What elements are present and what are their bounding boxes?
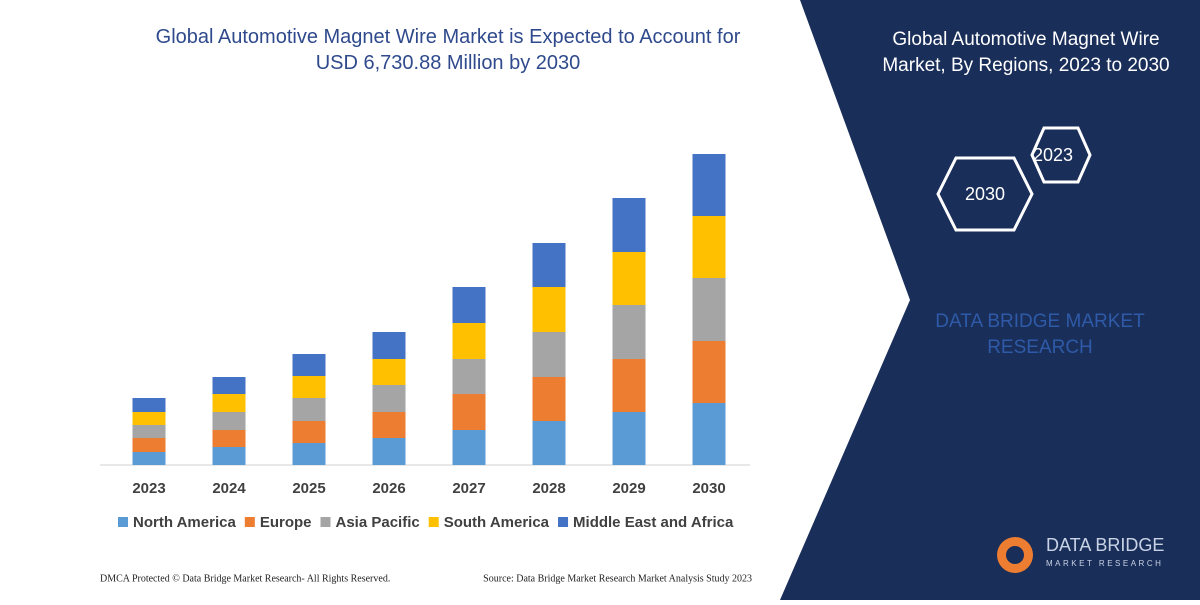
legend-swatch — [320, 517, 331, 527]
bar-segment — [452, 359, 486, 394]
bar-segment — [372, 359, 406, 385]
bar-segment — [692, 341, 726, 403]
bar-segment — [612, 412, 646, 465]
bar-segment — [132, 412, 166, 425]
bar-segment — [692, 278, 726, 341]
legend-swatch — [118, 517, 128, 527]
side-panel — [780, 0, 1200, 600]
bar-segment — [292, 398, 326, 421]
x-tick-label: 2027 — [452, 480, 485, 497]
bar-segment — [212, 430, 246, 447]
hexagon — [1030, 126, 1092, 184]
bar-segment — [372, 332, 406, 359]
bar-segment — [452, 394, 486, 430]
x-tick-label: 2026 — [372, 480, 405, 497]
x-tick-label: 2028 — [532, 480, 565, 497]
bar-segment — [692, 403, 726, 465]
bar-segment — [452, 323, 486, 359]
bar-segment — [132, 438, 166, 452]
bar-segment — [612, 252, 646, 305]
legend-label: South America — [444, 514, 550, 531]
bar-segment — [532, 243, 566, 287]
bar-segment — [372, 438, 406, 465]
bar-segment — [452, 430, 486, 465]
legend-swatch — [428, 517, 439, 527]
hexagon — [936, 156, 1034, 232]
bar-segment — [292, 376, 326, 398]
brand-text: DATA BRIDGE MARKET RESEARCH — [935, 311, 1145, 358]
x-tick-label: 2023 — [132, 480, 165, 497]
bar-segment — [132, 398, 166, 412]
bar-segment — [532, 287, 566, 332]
bar-segment — [212, 394, 246, 412]
x-tick-label: 2025 — [292, 480, 325, 497]
panel-title: Global Automotive Magnet Wire Market, By … — [882, 29, 1169, 76]
x-tick-label: 2029 — [612, 480, 645, 497]
bar-segment — [292, 421, 326, 443]
bar-segment — [612, 305, 646, 359]
bar-segment — [532, 332, 566, 377]
bar-segment — [532, 377, 566, 421]
bar-segment — [212, 377, 246, 394]
bar-segment — [452, 287, 486, 323]
bar-segment — [372, 385, 406, 412]
bar-segment — [132, 425, 166, 438]
logo-name: DATA BRIDGE — [1046, 535, 1164, 555]
bar-segment — [292, 443, 326, 465]
bar-segment — [692, 216, 726, 278]
legend-label: Europe — [260, 514, 312, 531]
logo-sub: MARKET RESEARCH — [1046, 559, 1163, 568]
legend-label: North America — [133, 514, 236, 531]
logo-icon — [1006, 546, 1024, 564]
x-tick-label: 2024 — [212, 480, 246, 497]
bar-segment — [692, 154, 726, 216]
bar-segment — [132, 452, 166, 465]
bar-segment — [532, 421, 566, 465]
footer-left: DMCA Protected © Data Bridge Market Rese… — [100, 573, 390, 584]
bar-segment — [212, 447, 246, 465]
bar-segment — [372, 412, 406, 438]
legend-label: Middle East and Africa — [573, 514, 734, 531]
hex-label: 2023 — [1033, 145, 1073, 165]
footer-right: Source: Data Bridge Market Research Mark… — [483, 573, 752, 584]
bar-segment — [292, 354, 326, 376]
chart-title: Global Automotive Magnet Wire Market is … — [156, 26, 741, 74]
legend-swatch — [558, 517, 569, 527]
bar-segment — [612, 198, 646, 252]
bar-segment — [612, 359, 646, 412]
hex-label: 2030 — [965, 184, 1005, 204]
legend-swatch — [244, 517, 255, 527]
legend-label: Asia Pacific — [336, 514, 420, 531]
x-tick-label: 2030 — [692, 480, 725, 497]
bar-segment — [212, 412, 246, 430]
